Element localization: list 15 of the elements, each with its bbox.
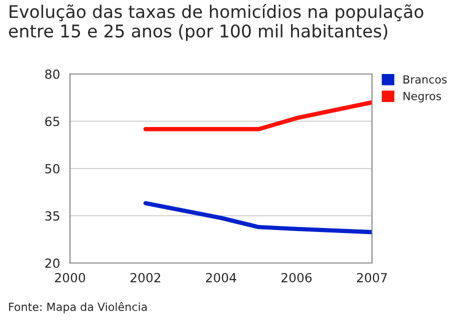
legend-label: Negros — [404, 92, 442, 102]
x-tick-label: 2007 — [357, 272, 387, 282]
y-tick-label: 80 — [45, 69, 60, 79]
x-tick-label: 2006 — [282, 272, 312, 282]
line-series — [143, 201, 372, 234]
chart-title: Evolução das taxas de homicídios na população entre 15 e 25 anos (por 100 mil habitantes) — [8, 4, 424, 41]
y-tick-label: 35 — [45, 211, 60, 221]
x-tick-label: 2000 — [55, 272, 86, 282]
x-tick-label: 2004 — [206, 272, 236, 282]
y-tick-label: 50 — [45, 164, 60, 174]
source-note: Fonte: Mapa da Violência — [9, 302, 147, 314]
x-tick-label: 2002 — [130, 272, 160, 282]
y-tick-label: 65 — [45, 116, 60, 126]
legend-label: Brancos — [404, 75, 447, 84]
y-tick-label: 20 — [45, 258, 60, 268]
